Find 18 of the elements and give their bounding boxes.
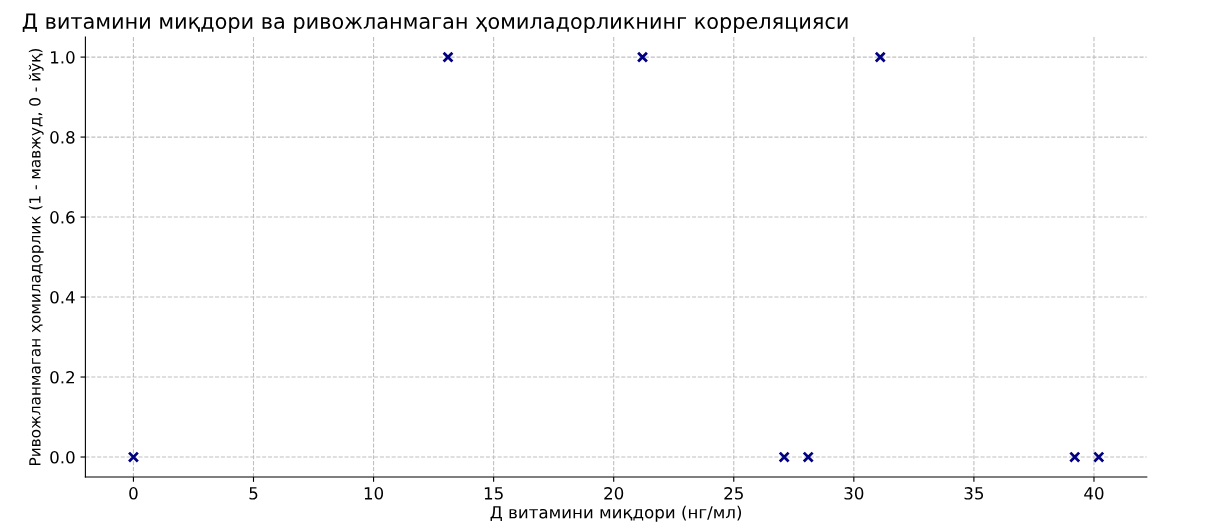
y-tick-label: 1.0 bbox=[51, 51, 75, 64]
x-tick-label: 5 bbox=[249, 487, 258, 500]
x-tick-label: 20 bbox=[604, 487, 624, 500]
y-axis-title: Ривожланмаган ҳомиладорлик (1 - мавжуд, 0 - йўқ) bbox=[28, 48, 44, 465]
x-tick-label: 35 bbox=[964, 487, 984, 500]
x-tick-label: 25 bbox=[724, 487, 743, 500]
y-tick-label: 0.2 bbox=[50, 370, 75, 384]
x-tick-label: 40 bbox=[1084, 487, 1104, 500]
y-tick-label: 0.0 bbox=[50, 450, 75, 464]
y-tick-label: 0.6 bbox=[50, 211, 75, 224]
x-tick-label: 0 bbox=[129, 487, 138, 500]
y-tick-label: 0.4 bbox=[50, 291, 75, 304]
x-axis-title: Д витамини миқдори (нг/мл) bbox=[490, 505, 742, 522]
x-tick-label: 10 bbox=[364, 487, 384, 500]
y-tick-label: 0.8 bbox=[50, 131, 75, 144]
x-tick-label: 30 bbox=[844, 487, 864, 500]
chart-title: Д витамини миқдори ва ривожланмаган ҳомиладорликнинг корреляцияси bbox=[22, 13, 848, 34]
x-tick-label: 15 bbox=[484, 487, 503, 500]
